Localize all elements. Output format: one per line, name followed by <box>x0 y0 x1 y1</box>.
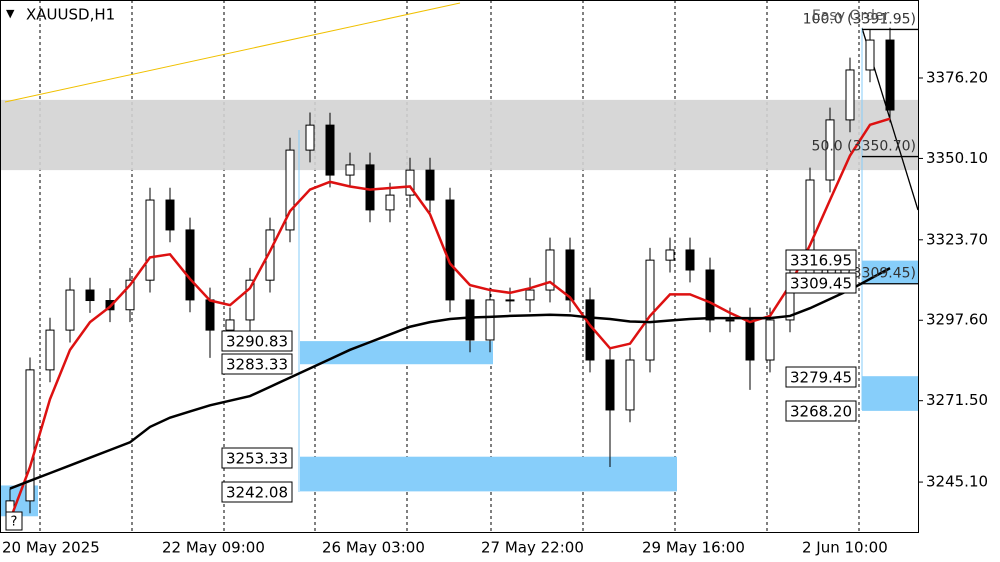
zone <box>862 260 918 284</box>
price-box <box>221 481 293 503</box>
x-tick-label: 26 May 03:00 <box>322 539 425 557</box>
price-box <box>785 249 857 271</box>
price-label: 3290.83 <box>226 333 288 351</box>
candle-body <box>745 319 755 361</box>
candle-body <box>725 319 735 322</box>
price-label: 3279.45 <box>790 369 852 387</box>
candle-body <box>365 164 375 211</box>
plot-frame <box>0 0 919 533</box>
plot: 100.0 (3391.95)50.0 (3350.70)0.0 (3309.4… <box>0 0 919 532</box>
candle-body <box>885 39 895 111</box>
candle-body <box>825 119 835 181</box>
candle-body <box>545 249 555 291</box>
zone <box>300 456 677 492</box>
x-tick-label: 29 May 16:00 <box>642 539 745 557</box>
candle-body <box>305 124 315 151</box>
help-box <box>5 511 23 531</box>
candle-body <box>485 299 495 341</box>
candle-body <box>565 249 575 301</box>
candle-body <box>385 194 395 211</box>
moving-average <box>9 267 891 490</box>
candle-body <box>665 249 675 261</box>
x-tick-label: 22 May 09:00 <box>162 539 265 557</box>
candle-body <box>265 229 275 281</box>
y-tick-label: 3376.20 <box>926 68 988 86</box>
price-label: 3283.33 <box>226 356 288 374</box>
candle-body <box>505 299 515 302</box>
candle-body <box>45 329 55 371</box>
price-label: 3268.20 <box>790 403 852 421</box>
candle-body <box>125 279 135 311</box>
candle-body <box>185 229 195 301</box>
candle-body <box>65 289 75 331</box>
candle-body <box>205 299 215 331</box>
y-tick-label: 3323.70 <box>926 230 988 248</box>
candle-body <box>845 69 855 121</box>
trend-line <box>4 2 461 103</box>
candle-body <box>645 259 655 361</box>
y-tick-label: 3271.50 <box>926 391 988 409</box>
x-tick-label: 20 May 2025 <box>2 539 100 557</box>
price-box <box>785 400 857 422</box>
price-box <box>221 447 293 469</box>
candle-body <box>85 289 95 302</box>
candle-body <box>765 319 775 361</box>
candle-body <box>285 149 295 231</box>
candle-body <box>325 124 335 176</box>
zone <box>862 376 918 411</box>
symbol: XAUUSD,H1 <box>26 6 115 24</box>
candle-body <box>685 249 695 271</box>
zone <box>300 341 493 365</box>
candle-body <box>525 289 535 301</box>
candle-body <box>245 279 255 321</box>
candle-body <box>625 359 635 411</box>
candle-body <box>705 269 715 321</box>
candle-body <box>145 199 155 281</box>
price-label: 3309.45 <box>790 275 852 293</box>
candle-body <box>345 164 355 176</box>
y-tick-label: 3297.60 <box>926 311 988 329</box>
menu-arrow[interactable]: ▼ <box>6 7 15 20</box>
help[interactable]: ? <box>11 515 18 530</box>
price-box <box>221 330 293 352</box>
zone <box>0 99 918 171</box>
easy-order: Easy Order <box>812 8 889 24</box>
candle-body <box>425 169 435 201</box>
price-label: 3242.08 <box>226 484 288 502</box>
candle-body <box>865 39 875 71</box>
fibo-label: 100.0 (3391.95) <box>803 11 916 27</box>
candle-body <box>225 319 235 331</box>
price-box <box>785 366 857 388</box>
price-box <box>221 353 293 375</box>
y-tick-label: 3350.10 <box>926 149 988 167</box>
x-tick-label: 2 Jun 10:00 <box>802 539 888 557</box>
candle-body <box>605 359 615 411</box>
fibo-label: 50.0 (3350.70) <box>812 139 916 155</box>
price-label: 3316.95 <box>790 252 852 270</box>
candle-body <box>25 369 35 502</box>
x-tick-label: 27 May 22:00 <box>481 539 584 557</box>
candle-body <box>445 199 455 301</box>
candle-body <box>465 299 475 341</box>
candle-body <box>165 199 175 231</box>
y-tick-label: 3245.10 <box>926 473 988 491</box>
candle-body <box>405 169 415 196</box>
price-box <box>785 272 857 294</box>
price-label: 3253.33 <box>226 450 288 468</box>
